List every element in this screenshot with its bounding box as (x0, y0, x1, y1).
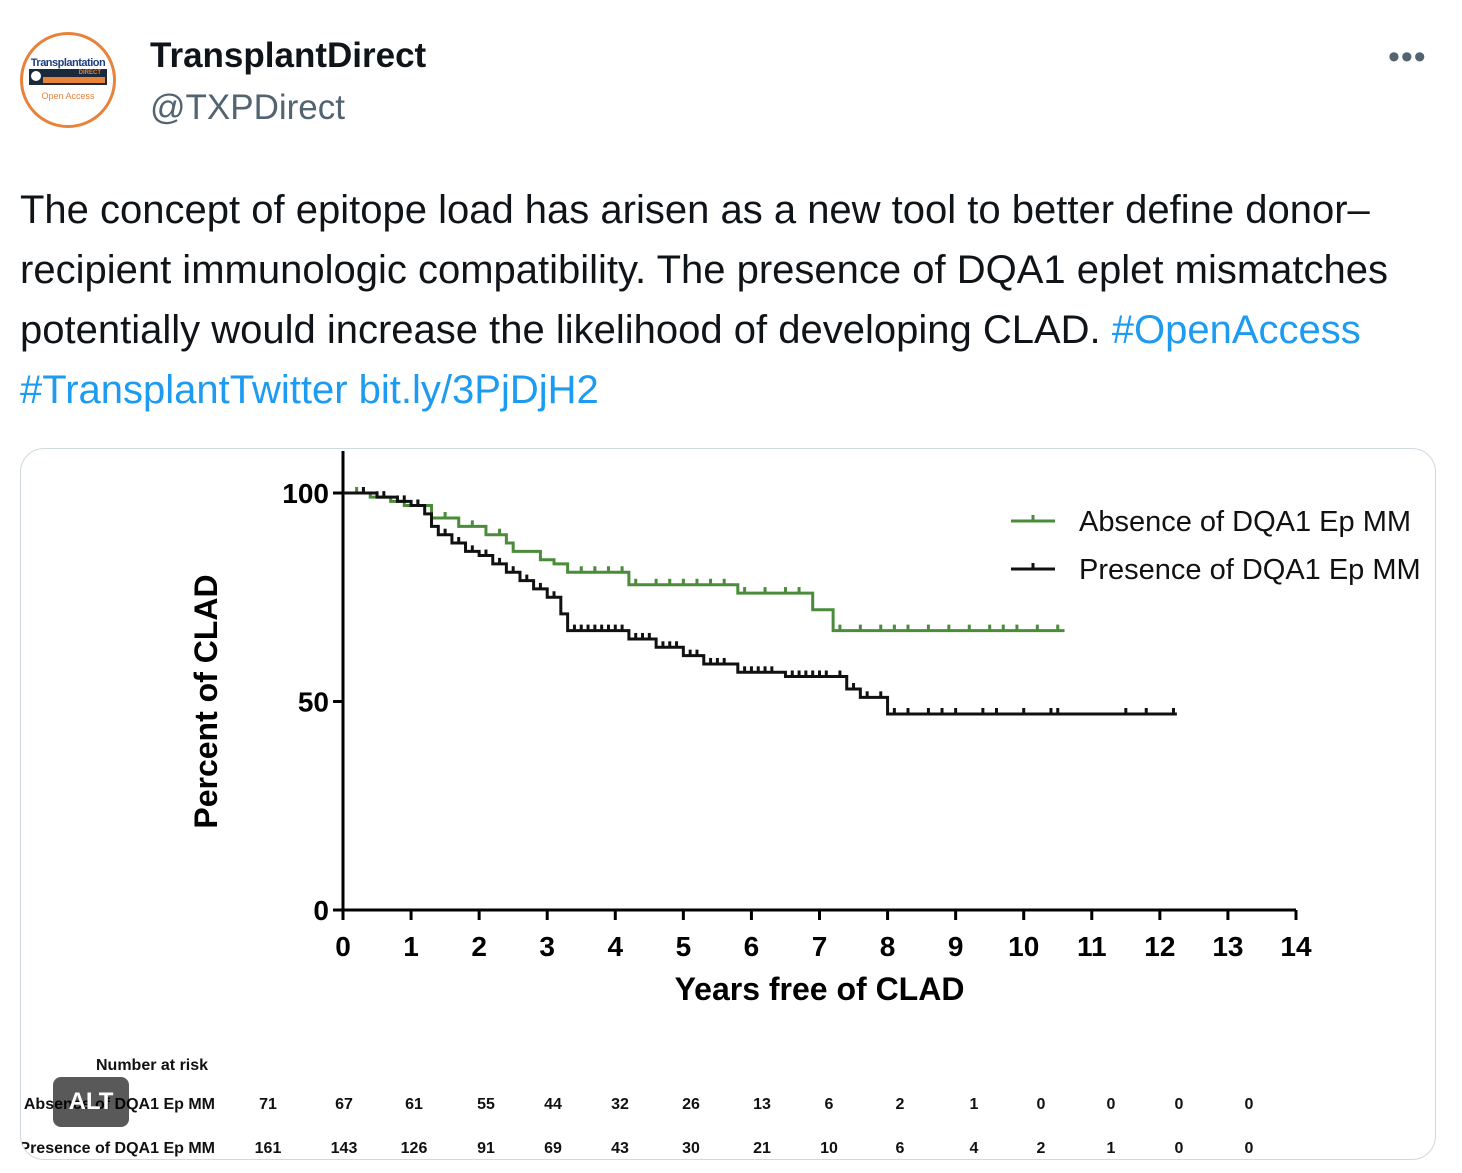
risk-table-value: 0 (1107, 1096, 1116, 1113)
risk-table-value: 143 (331, 1140, 358, 1157)
x-tick-label: 10 (1008, 931, 1039, 962)
series-line-0 (343, 491, 1065, 633)
risk-table-value: 55 (477, 1096, 495, 1113)
legend-entry: Absence of DQA1 Ep MM (1079, 506, 1411, 538)
x-tick-label: 8 (880, 931, 896, 962)
legend-entry: Presence of DQA1 Ep MM (1079, 554, 1421, 586)
x-tick-label: 1 (403, 931, 419, 962)
risk-table-value: 67 (335, 1096, 353, 1113)
x-tick-label: 3 (539, 931, 555, 962)
risk-table-value: 6 (896, 1140, 905, 1157)
url-link[interactable]: bit.ly/3PjDjH2 (358, 368, 599, 412)
tweet-text-segment (348, 368, 359, 412)
avatar-sub: Open Access (41, 91, 95, 101)
risk-table-value: 4 (970, 1140, 979, 1157)
risk-table-value: 2 (1037, 1140, 1046, 1157)
x-tick-label: 5 (676, 931, 692, 962)
risk-table-value: 13 (753, 1096, 771, 1113)
user-handle[interactable]: @TXPDirect (150, 88, 345, 127)
risk-table-value: 6 (825, 1096, 834, 1113)
risk-table-value: 71 (259, 1096, 277, 1113)
avatar-band-accent (43, 77, 105, 83)
risk-table-value: 61 (405, 1096, 423, 1113)
risk-table-value: 43 (611, 1140, 629, 1157)
x-tick-label: 11 (1077, 931, 1107, 962)
risk-table-value: 1 (970, 1096, 979, 1113)
y-axis-label: Percent of CLAD (188, 574, 224, 828)
risk-table-value: 0 (1175, 1140, 1184, 1157)
tweet-text-segment: The concept of epitope load has arisen a… (20, 188, 1400, 352)
x-tick-label: 9 (948, 931, 964, 962)
y-tick-label: 0 (313, 895, 329, 926)
risk-table-value: 30 (682, 1140, 700, 1157)
risk-table-value: 0 (1245, 1140, 1254, 1157)
risk-table-value: 2 (896, 1096, 905, 1113)
hashtag-link[interactable]: #TransplantTwitter (20, 368, 348, 412)
risk-table-value: 0 (1245, 1096, 1254, 1113)
tweet-text: The concept of epitope load has arisen a… (20, 180, 1440, 420)
risk-table-value: 26 (682, 1096, 700, 1113)
series-line-1 (343, 491, 1177, 716)
x-tick-label: 14 (1280, 931, 1312, 962)
x-tick-label: 7 (812, 931, 828, 962)
hashtag-link[interactable]: #OpenAccess (1111, 308, 1361, 352)
x-tick-label: 2 (471, 931, 487, 962)
x-tick-label: 6 (744, 931, 760, 962)
risk-table-heading: Number at risk (96, 1057, 208, 1074)
x-tick-label: 13 (1212, 931, 1243, 962)
x-tick-label: 0 (335, 931, 351, 962)
risk-table-value: 126 (401, 1140, 428, 1157)
tweet-text-segment (1361, 308, 1372, 352)
x-axis-label: Years free of CLAD (675, 971, 965, 1007)
display-name[interactable]: TransplantDirect (150, 36, 427, 75)
alt-badge[interactable]: ALT (53, 1077, 129, 1127)
avatar[interactable]: Transplantation DIRECT Open Access (20, 32, 116, 128)
more-options-icon[interactable]: ••• (1388, 38, 1427, 76)
risk-table-value: 10 (820, 1140, 838, 1157)
avatar-brand-sub: DIRECT (78, 70, 101, 76)
y-tick-label: 100 (282, 478, 329, 509)
tweet-media[interactable]: 0 50 100 0 1 2 3 4 5 6 7 8 9 10 11 12 13 14 Years free of … (20, 448, 1436, 1160)
avatar-brand: Transplantation (30, 57, 106, 69)
risk-table-value: 32 (611, 1096, 629, 1113)
risk-table-value: 161 (255, 1140, 282, 1157)
risk-table-value: 44 (544, 1096, 562, 1113)
risk-table-value: 69 (544, 1140, 562, 1157)
risk-table-row-label: Presence of DQA1 Ep MM (21, 1140, 215, 1157)
x-tick-label: 4 (607, 931, 623, 962)
risk-table-value: 1 (1107, 1140, 1116, 1157)
risk-table-value: 0 (1037, 1096, 1046, 1113)
risk-table-value: 0 (1175, 1096, 1184, 1113)
risk-table-value: 21 (753, 1140, 771, 1157)
info-icon (31, 71, 41, 81)
y-tick-label: 50 (298, 687, 329, 718)
risk-table-value: 91 (477, 1140, 495, 1157)
x-tick-label: 12 (1144, 931, 1175, 962)
